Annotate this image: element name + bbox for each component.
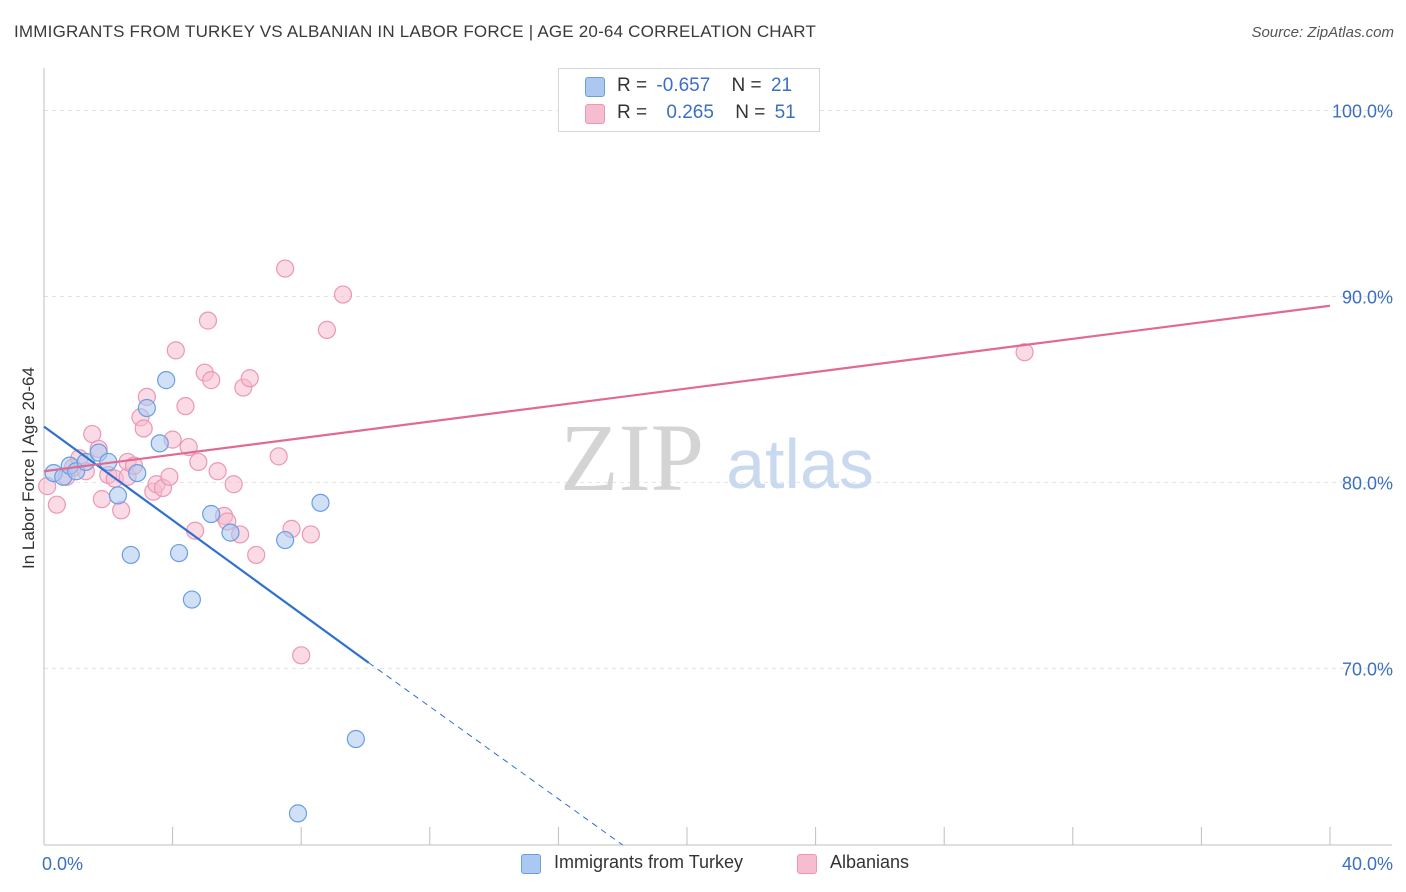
turkey-point [157, 371, 176, 390]
y-tick-label: 100.0% [1332, 101, 1393, 121]
albanian-point [276, 259, 295, 278]
albanian-point [1015, 343, 1034, 362]
albanian-point [176, 397, 195, 416]
turkey-trendline [43, 425, 370, 664]
y-tick-label: 80.0% [1342, 473, 1393, 493]
legend-r-label: R = [617, 102, 648, 123]
albanian-point [301, 525, 320, 544]
albanian-point [240, 369, 259, 388]
legend-swatch-albanians [585, 104, 605, 124]
correlation-legend: R = -0.657 N = 21 R = 0.265 N = 51 [558, 68, 820, 132]
turkey-point [137, 398, 156, 418]
legend-row-albanians: R = 0.265 N = 51 [617, 102, 796, 126]
legend-n-label: N = [731, 75, 762, 96]
watermark-atlas: atlas [726, 425, 874, 503]
albanian-point [166, 341, 185, 360]
albanian-point [292, 646, 311, 665]
watermark: ZIP atlas [560, 404, 874, 511]
legend-swatch-turkey [585, 77, 605, 97]
tick-labels-layer: 100.0% 90.0% 80.0% 70.0% 0.0% 40.0% [42, 101, 1393, 874]
albanian-point [160, 467, 179, 486]
chart-title: IMMIGRANTS FROM TURKEY VS ALBANIAN IN LA… [14, 22, 817, 41]
turkey-point [121, 545, 140, 565]
albanian-trendline [43, 304, 1331, 473]
turkey-point [288, 804, 308, 823]
y-tick-label: 70.0% [1342, 659, 1393, 679]
albanian-point [47, 495, 66, 514]
albanian-point [208, 462, 227, 481]
bottom-legend-turkey: Immigrants from Turkey [554, 852, 744, 872]
legend-r-value: -0.657 [656, 75, 711, 96]
trendlines-layer [43, 304, 1331, 846]
legend-n-value: 51 [774, 102, 796, 123]
x-tick-label: 40.0% [1342, 854, 1393, 874]
albanian-point [202, 371, 221, 390]
legend-n-value: 21 [770, 75, 793, 96]
albanian-point [224, 475, 243, 494]
source-label: Source: ZipAtlas.com [1251, 24, 1394, 41]
turkey-point [276, 530, 295, 550]
bottom-legend-swatch-albanians [797, 854, 817, 874]
albanian-point [317, 320, 337, 340]
turkey-point [311, 493, 330, 512]
legend-n-label: N = [735, 102, 766, 123]
axes-layer [43, 68, 1392, 846]
bottom-legend-swatch-turkey [521, 854, 541, 874]
turkey-point [182, 590, 201, 609]
x-tick-label: 0.0% [42, 854, 83, 874]
turkey-point [108, 486, 128, 505]
turkey-point [221, 523, 240, 542]
albanian-point [333, 285, 353, 304]
y-tick-label: 90.0% [1342, 287, 1393, 307]
albanian-point [269, 447, 288, 466]
legend-r-label: R = [617, 75, 648, 96]
points-layer [38, 259, 1034, 823]
turkey-point [128, 463, 147, 483]
albanian-point [247, 545, 266, 565]
albanian-point [112, 501, 131, 520]
turkey-point [150, 434, 169, 453]
legend-r-value: 0.265 [666, 102, 714, 123]
albanian-point [198, 311, 218, 330]
turkey-trendline-extension [368, 662, 623, 846]
legend-row-turkey: R = -0.657 N = 21 [617, 75, 792, 99]
albanian-point [134, 419, 153, 438]
y-axis-label: In Labor Force | Age 20-64 [19, 367, 38, 569]
turkey-point [202, 504, 221, 524]
bottom-legend-albanians: Albanians [830, 852, 910, 872]
albanian-point [92, 490, 111, 509]
watermark-zip: ZIP [560, 404, 704, 511]
turkey-point [346, 729, 365, 749]
turkey-point [169, 543, 189, 563]
albanian-point [189, 452, 208, 472]
